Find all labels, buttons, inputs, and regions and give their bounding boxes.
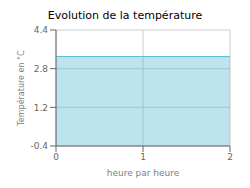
svg-text:0: 0: [53, 152, 59, 162]
svg-text:1: 1: [140, 152, 146, 162]
svg-text:2: 2: [227, 152, 233, 162]
svg-text:1.2: 1.2: [34, 103, 48, 113]
svg-text:heure par heure: heure par heure: [107, 168, 180, 178]
svg-text:4.4: 4.4: [34, 25, 49, 35]
svg-text:2.8: 2.8: [34, 64, 49, 74]
svg-text:-0.4: -0.4: [30, 141, 48, 151]
svg-text:Température en °C: Température en °C: [16, 50, 26, 127]
html-text:Evolution de la température: Evolution de la température: [47, 9, 203, 22]
